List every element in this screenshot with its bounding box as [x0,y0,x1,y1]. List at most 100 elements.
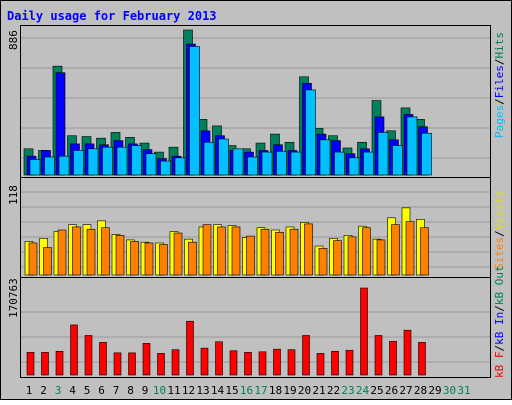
legend-hits: Hits [493,32,506,59]
bar-pages-day-21 [319,139,331,176]
bar-sites-day-10 [159,244,168,276]
bar-sites-day-21 [318,248,328,276]
x-tick-label-day-15: 15 [225,384,238,397]
legend-separator: / [493,305,506,312]
bar-sites-day-4 [72,226,81,276]
bar-kbytes-day-21 [316,353,325,376]
legend-separator: / [493,230,506,237]
legend-files: Files [493,65,506,98]
bar-sites-day-7 [115,235,125,276]
x-tick-label-day-18: 18 [269,384,282,397]
bar-pages-day-7 [116,146,128,176]
bar-pages-day-3 [58,155,70,176]
panel-frame-kbytes [20,277,491,378]
bar-sites-day-24 [362,227,371,276]
x-tick-label-day-19: 19 [283,384,296,397]
bar-pages-day-25 [377,132,389,176]
x-tick-label-day-8: 8 [127,384,134,397]
bar-pages-day-4 [73,150,84,176]
legend-separator: / [493,345,506,352]
bar-sites-day-3 [57,229,67,276]
x-tick-label-day-22: 22 [327,384,340,397]
bar-pages-day-15 [232,148,244,176]
bar-kbytes-day-18 [273,348,281,376]
bar-pages-day-16 [247,156,258,176]
legend-visits: Visits [493,191,506,231]
bar-sites-day-5 [86,228,96,276]
x-tick-label-day-10: 10 [153,384,166,397]
x-tick-label-day-9: 9 [142,384,149,397]
bar-sites-day-17 [260,228,270,276]
bar-kbytes-day-20 [302,335,310,376]
bar-pages-day-5 [87,148,99,176]
bar-kbytes-day-22 [331,350,339,376]
bar-kbytes-day-4 [70,324,78,376]
bar-kbytes-day-24 [360,287,368,376]
x-tick-label-day-30: 30 [443,384,456,397]
bar-pages-day-10 [160,160,171,176]
bar-sites-day-18 [275,231,284,276]
bar-sites-day-26 [391,224,400,276]
bar-pages-day-14 [218,138,229,176]
bar-kbytes-day-15 [229,350,238,376]
bar-pages-day-20 [305,89,316,176]
x-tick-label-day-13: 13 [196,384,209,397]
bar-kbytes-day-27 [403,329,412,376]
chart-title: Daily usage for February 2013 [7,9,217,23]
bar-pages-day-22 [334,151,345,176]
bar-sites-day-28 [420,227,429,276]
x-tick-label-day-26: 26 [385,384,398,397]
bar-kbytes-day-1 [26,352,35,376]
bars-layer [23,29,432,376]
visits-ymax-label: 118 [7,185,20,205]
bar-kbytes-day-23 [345,349,354,376]
x-tick-label-day-11: 11 [167,384,180,397]
bar-pages-day-6 [102,146,113,176]
x-tick-label-day-7: 7 [113,384,120,397]
bar-pages-day-9 [145,153,157,176]
x-tick-label-day-29: 29 [428,384,441,397]
bar-sites-day-11 [173,232,183,276]
bar-pages-day-27 [406,116,418,176]
bar-kbytes-day-19 [287,349,296,376]
bar-sites-day-12 [188,241,197,276]
bar-kbytes-day-14 [215,341,223,376]
x-tick-label-day-14: 14 [211,384,225,397]
bar-sites-day-20 [304,223,313,276]
legend-kbout: kB Out [493,265,506,305]
bar-kbytes-day-8 [128,352,136,376]
x-tick-label-day-28: 28 [414,384,427,397]
bar-kbytes-day-6 [99,342,107,376]
legend-sites: Sites [493,237,506,270]
right-legend-kbytes-panel: kB F/kB In/kB Out [493,265,506,378]
bar-sites-day-27 [405,221,415,276]
right-legend-visits-panel: Sites/Visits [493,191,506,271]
bar-kbytes-day-2 [41,352,49,376]
bar-pages-day-26 [392,145,403,176]
bar-sites-day-8 [130,241,139,276]
bar-kbytes-day-16 [244,352,252,376]
x-tick-label-day-17: 17 [254,384,267,397]
bar-sites-day-22 [333,240,342,276]
bar-kbytes-day-3 [55,350,64,376]
bar-sites-day-14 [217,226,226,276]
bar-pages-day-12 [189,46,200,176]
x-tick-label-day-20: 20 [298,384,311,397]
bar-sites-day-23 [347,236,357,276]
bar-pages-day-24 [363,151,374,176]
x-axis-day-labels: 1 2 3 4 5 6 7 8 9 10 11 12 13 14 15 16 17 18 19 20 21 22 23 24 2… [26,384,471,397]
bar-pages-day-23 [348,157,360,176]
bar-pages-day-28 [421,132,432,176]
x-tick-label-day-4: 4 [69,384,76,397]
legend-pages: Pages [493,105,506,138]
bar-kbytes-day-7 [113,352,122,376]
legend-separator: / [493,98,506,105]
legend-separator: / [493,59,506,66]
bar-sites-day-9 [144,242,154,276]
right-legend-hits-panel: Pages/Files/Hits [493,32,506,138]
x-tick-label-day-31: 31 [457,384,470,397]
bar-kbytes-day-13 [200,347,209,376]
hits-ymax-label: 886 [7,30,20,50]
x-tick-label-day-21: 21 [312,384,325,397]
bar-sites-day-19 [289,228,299,276]
